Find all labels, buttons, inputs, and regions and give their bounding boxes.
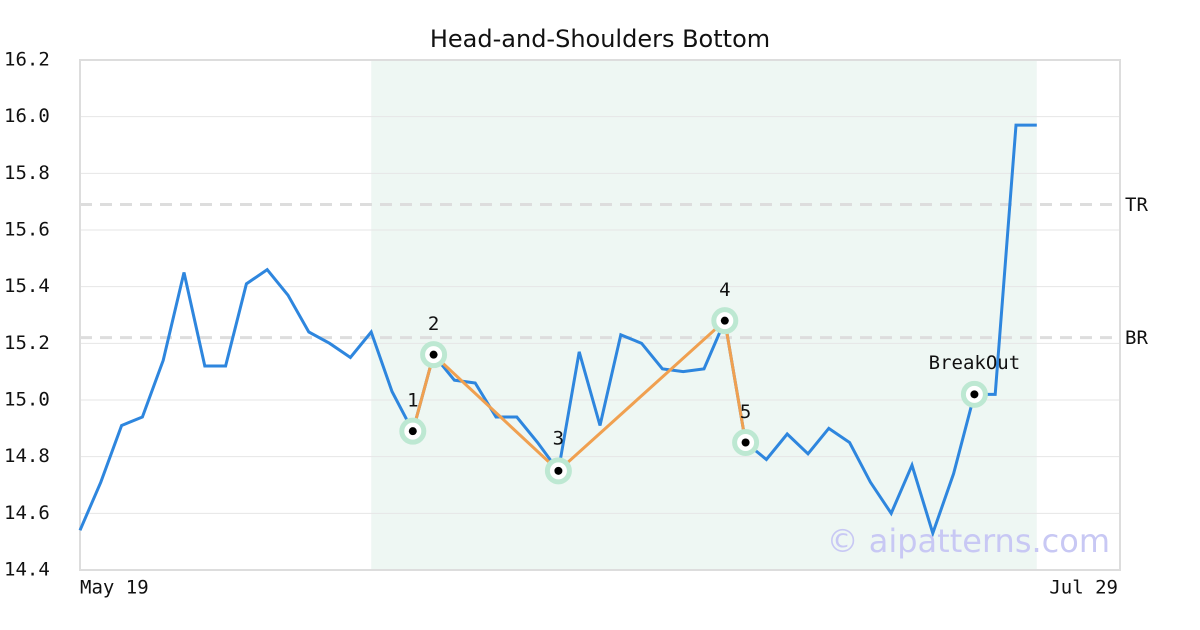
point-label: 5 (740, 401, 751, 423)
point-dot (554, 466, 563, 475)
point-dot (970, 390, 979, 399)
highlight-region (371, 60, 1037, 570)
point-label: 3 (553, 427, 564, 449)
point-label: 2 (428, 313, 439, 335)
watermark: © aipatterns.com (827, 522, 1110, 560)
level-label: BR (1125, 327, 1148, 349)
x-tick-label: Jul 29 (1049, 577, 1118, 599)
y-tick-label: 15.4 (4, 275, 50, 297)
point-label: BreakOut (929, 352, 1021, 374)
level-label: TR (1125, 194, 1148, 216)
plot-frame (79, 59, 1121, 571)
point-dot (408, 427, 417, 436)
point-dot (741, 438, 750, 447)
point-dot (720, 316, 729, 325)
x-tick-label: May 19 (80, 577, 149, 599)
y-tick-label: 15.2 (4, 332, 50, 354)
point-dot (429, 350, 438, 359)
y-tick-label: 15.8 (4, 162, 50, 184)
y-tick-label: 15.6 (4, 219, 50, 241)
y-tick-label: 14.6 (4, 502, 50, 524)
y-tick-label: 14.4 (4, 559, 50, 581)
point-label: 4 (719, 279, 730, 301)
y-tick-label: 16.2 (4, 49, 50, 71)
point-label: 1 (407, 390, 418, 412)
y-tick-label: 15.0 (4, 389, 50, 411)
y-tick-label: 16.0 (4, 105, 50, 127)
chart-title: Head-and-Shoulders Bottom (430, 25, 770, 53)
y-tick-label: 14.8 (4, 445, 50, 467)
